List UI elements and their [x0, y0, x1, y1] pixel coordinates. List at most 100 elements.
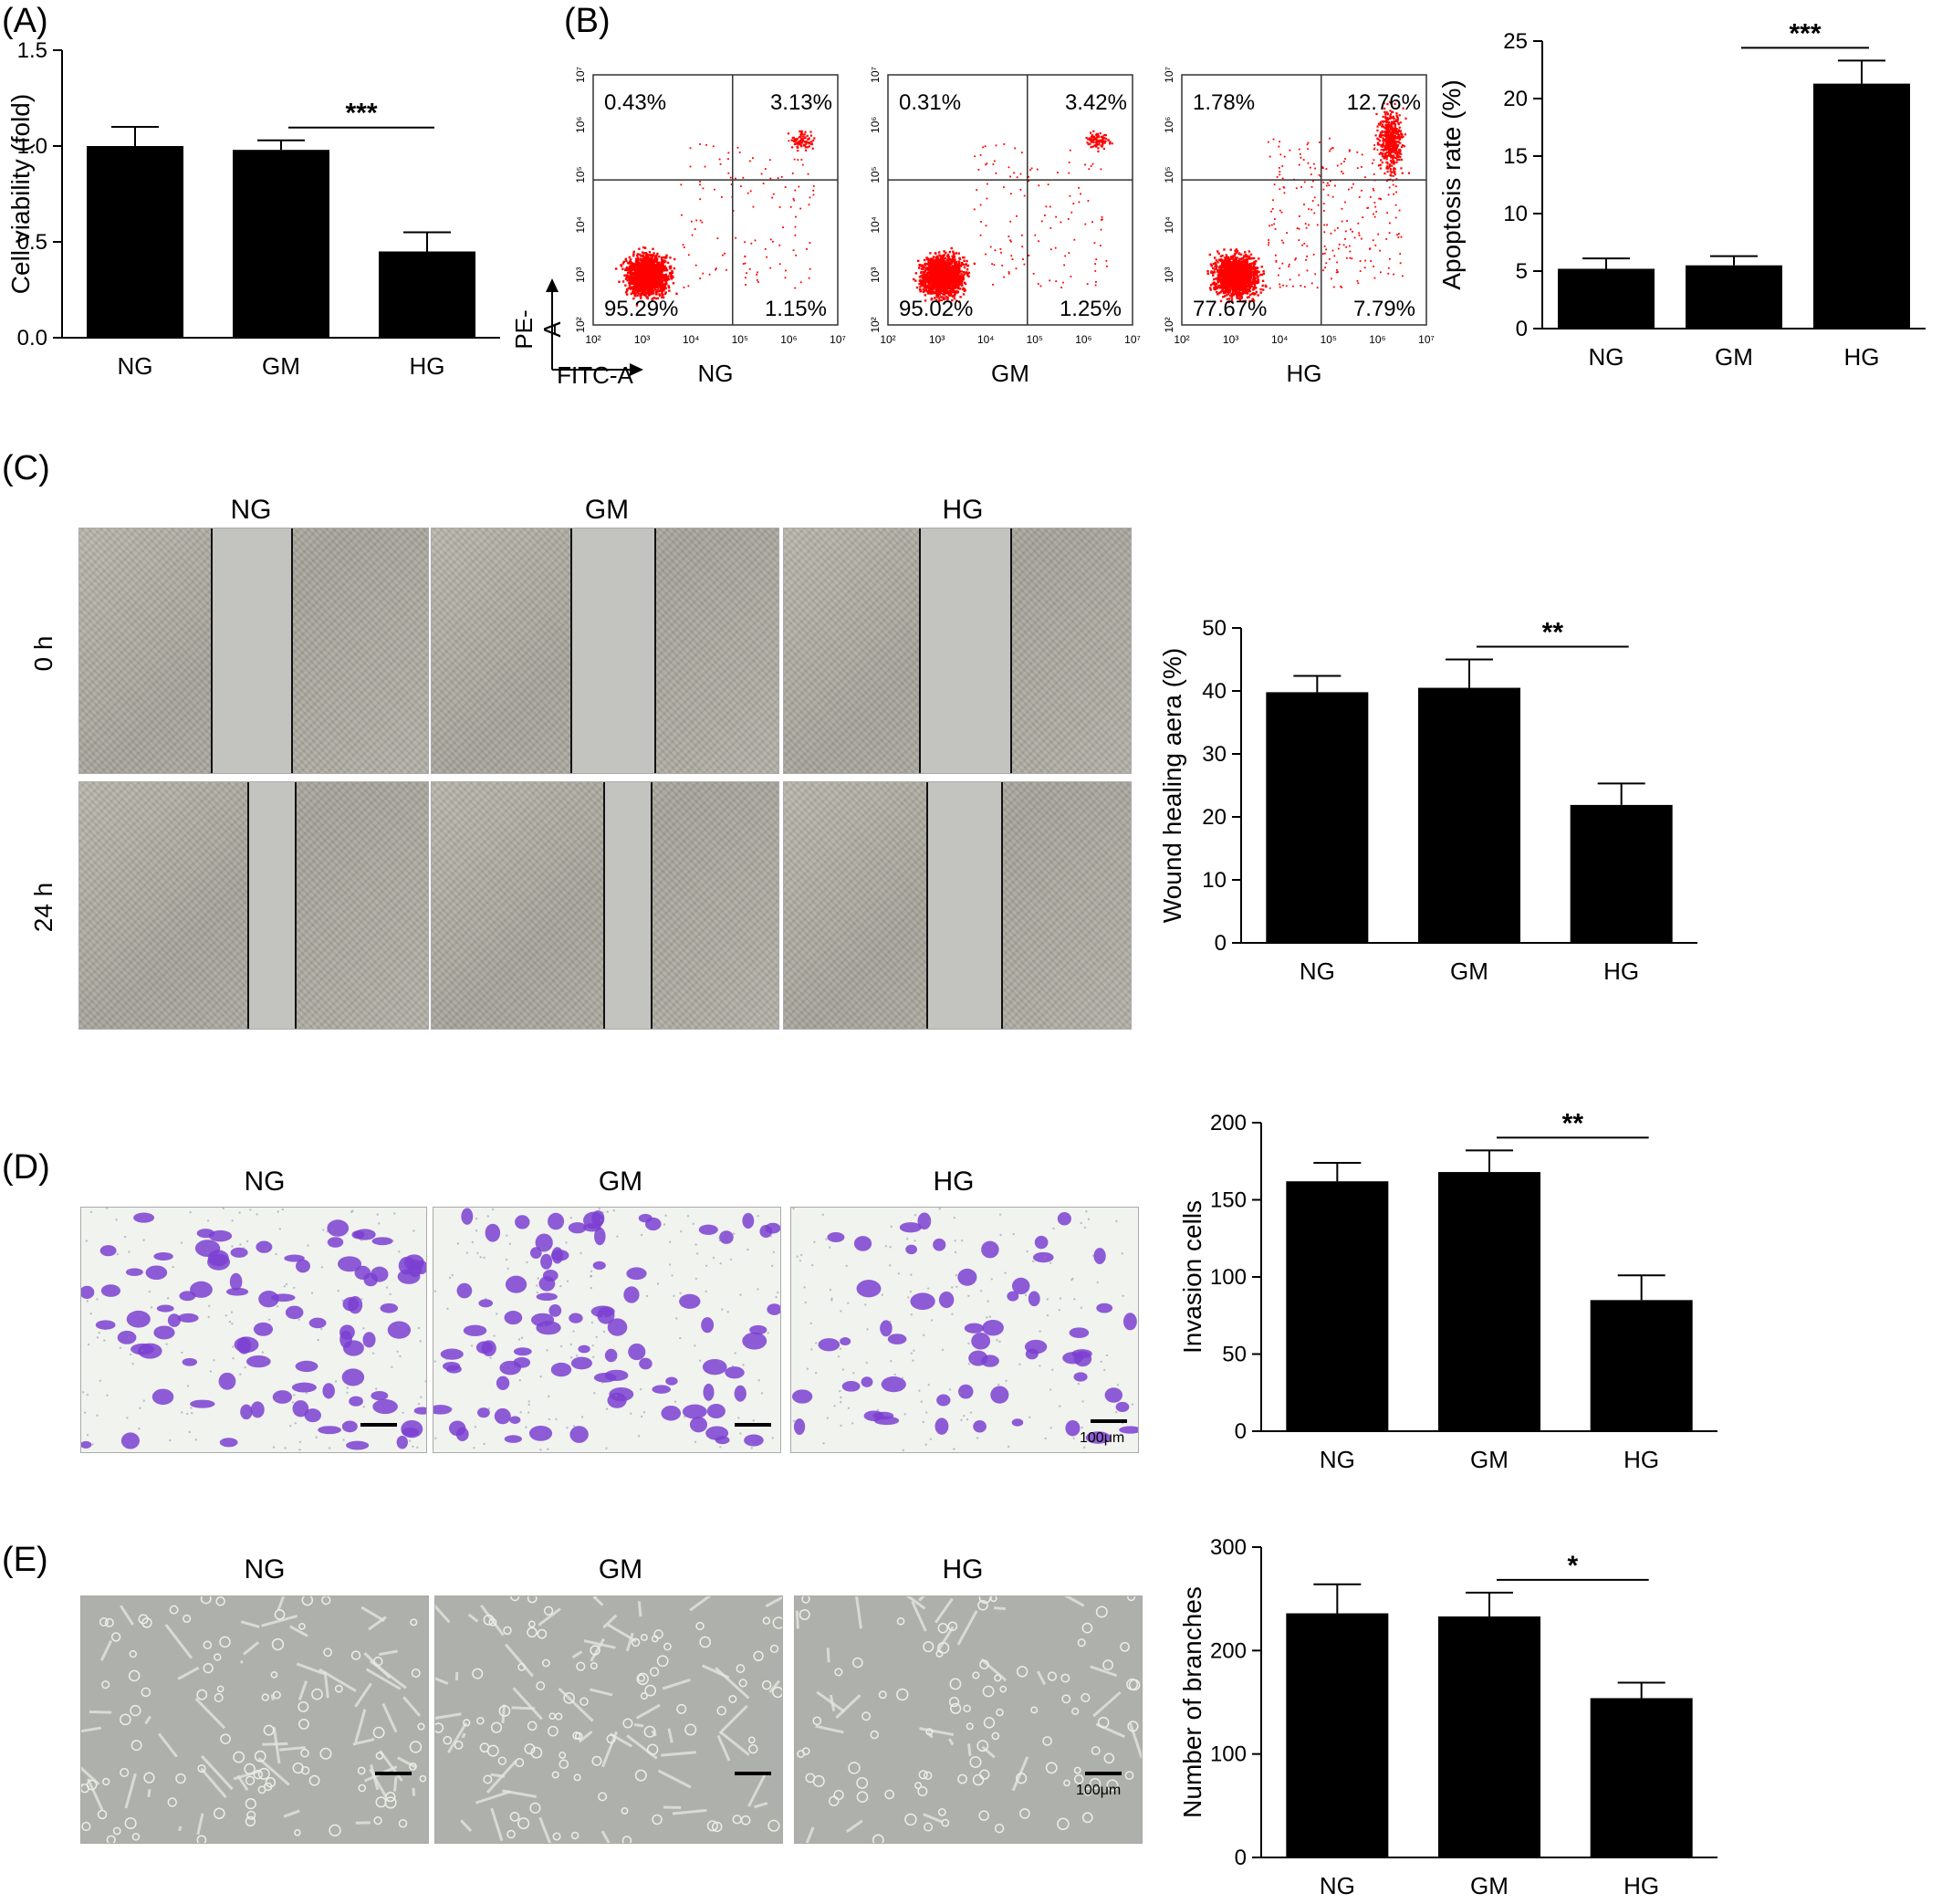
- panel-label-d: (D): [2, 1148, 50, 1187]
- y-tick-label: 100: [1210, 1742, 1247, 1767]
- flow-y-tick: 10⁵: [574, 166, 587, 183]
- flow-x-tick: 10⁵: [1321, 333, 1337, 346]
- bar-gm: [1438, 1616, 1540, 1857]
- y-axis-label: Cell viability (fold): [6, 94, 35, 294]
- flow-y-axis-label: PE-A: [510, 309, 566, 350]
- bar-gm: [233, 150, 329, 338]
- quadrant-q3: 1.25%: [1060, 297, 1122, 321]
- panel-label-b: (B): [564, 2, 611, 40]
- tube-network: [435, 1596, 782, 1843]
- quadrant-q4: 95.29%: [604, 297, 678, 321]
- flow-x-tick: 10³: [634, 333, 650, 346]
- y-tick-label: 0: [1215, 931, 1227, 956]
- tube-col-hg: HG: [942, 1554, 984, 1585]
- scale-label: 100μm: [1076, 1783, 1122, 1798]
- quadrant-q3: 7.79%: [1353, 297, 1415, 321]
- bar-chart-a: 0.0 0.5 1.0 1.5 Cell viability (fold) NG GM HG *…: [6, 38, 500, 380]
- flow-group-label: NG: [698, 360, 734, 387]
- significance-label: *: [1567, 1551, 1578, 1581]
- y-tick-label: 15: [1503, 144, 1528, 169]
- tube-image-hg: 100μm: [794, 1595, 1143, 1844]
- flow-y-tick: 10⁴: [574, 216, 587, 234]
- y-tick-label: 40: [1202, 679, 1227, 704]
- bar-chart-c: 0 10 20 30 40 50 Wound healing aera (%) NG GM HG *…: [1158, 616, 1697, 985]
- x-tick-label: GM: [1470, 1872, 1509, 1899]
- flow-x-tick: 10⁷: [1418, 333, 1435, 346]
- flow-y-tick: 10³: [574, 267, 587, 283]
- y-tick-label: 100: [1210, 1265, 1247, 1290]
- flow-dots: [614, 130, 816, 308]
- stained-cells: [81, 1208, 426, 1451]
- tube-col-ng: NG: [244, 1554, 286, 1585]
- bar-hg: [1590, 1300, 1693, 1431]
- y-tick-label: 0: [1235, 1846, 1247, 1870]
- flow-y-tick: 10⁶: [1163, 117, 1175, 133]
- wound-image-hg-0h: [783, 528, 1132, 774]
- x-tick-label: HG: [1624, 1446, 1659, 1473]
- x-tick-label: HG: [1624, 1872, 1659, 1899]
- wound-image-hg-24h: [783, 781, 1132, 1030]
- flow-dots: [1206, 100, 1411, 304]
- quadrant-q2: 3.13%: [770, 90, 832, 115]
- wound-col-gm: GM: [584, 495, 630, 525]
- wound-col-ng: NG: [230, 495, 272, 525]
- y-tick-label: 10: [1503, 202, 1528, 226]
- flow-group-label: GM: [991, 360, 1029, 387]
- bar-hg: [1813, 83, 1910, 330]
- flow-y-tick: 10⁷: [869, 67, 882, 83]
- flow-x-tick: 10⁴: [683, 333, 700, 346]
- flow-y-tick: 10⁴: [869, 216, 882, 234]
- y-tick-label: 0.0: [17, 326, 47, 350]
- quadrant-q1: 0.43%: [604, 90, 666, 115]
- x-tick-label: NG: [1320, 1872, 1355, 1899]
- x-tick-label: GM: [1450, 957, 1488, 985]
- flow-y-tick: 10⁷: [1163, 67, 1175, 83]
- invasion-image-ng: [80, 1207, 427, 1453]
- bar-ng: [1286, 1181, 1389, 1431]
- bar-gm: [1418, 687, 1520, 943]
- flow-dots: [913, 130, 1113, 303]
- scale-label: 100μm: [1080, 1430, 1125, 1446]
- bar-hg: [1590, 1698, 1693, 1857]
- quadrant-q3: 1.15%: [765, 297, 827, 321]
- y-tick-label: 30: [1202, 742, 1227, 767]
- x-tick-label: NG: [1300, 957, 1335, 985]
- flow-y-tick: 10⁴: [1163, 216, 1175, 234]
- flow-x-tick: 10⁵: [732, 333, 748, 346]
- wound-row-0h: 0 h: [29, 635, 57, 672]
- scale-bar: [1091, 1419, 1127, 1423]
- y-tick-label: 1.0: [17, 134, 47, 159]
- x-tick-label: GM: [1470, 1446, 1509, 1473]
- bar-ng: [87, 146, 183, 338]
- flow-x-tick: 10⁷: [1124, 333, 1141, 346]
- flow-y-tick: 10⁵: [869, 166, 882, 183]
- y-tick-label: 5: [1516, 259, 1528, 284]
- quadrant-q1: 1.78%: [1193, 90, 1255, 115]
- flow-y-tick: 10²: [1163, 317, 1175, 332]
- y-tick-label: 300: [1210, 1535, 1247, 1560]
- y-tick-label: 25: [1503, 29, 1528, 54]
- bar-hg: [379, 251, 475, 338]
- flow-x-tick: 10⁴: [977, 333, 995, 346]
- flow-y-tick: 10⁵: [1163, 166, 1175, 183]
- invasion-col-gm: GM: [598, 1166, 643, 1197]
- bar-ng: [1558, 268, 1655, 329]
- significance-label: **: [1542, 618, 1564, 648]
- flow-y-tick: 10⁶: [869, 117, 882, 133]
- x-tick-label: GM: [262, 352, 300, 380]
- tube-network: [795, 1596, 1142, 1843]
- panel-label-c: (C): [2, 449, 50, 487]
- y-tick-label: 1.5: [17, 38, 47, 63]
- quadrant-q2: 12.76%: [1347, 90, 1421, 115]
- invasion-col-hg: HG: [933, 1166, 975, 1197]
- x-tick-label: HG: [1603, 957, 1639, 985]
- flow-plot-frame: [887, 74, 1133, 326]
- y-tick-label: 200: [1210, 1638, 1247, 1663]
- flow-y-tick: 10²: [574, 317, 587, 332]
- flow-x-tick: 10³: [929, 333, 945, 346]
- flow-y-tick: 10⁷: [574, 67, 587, 83]
